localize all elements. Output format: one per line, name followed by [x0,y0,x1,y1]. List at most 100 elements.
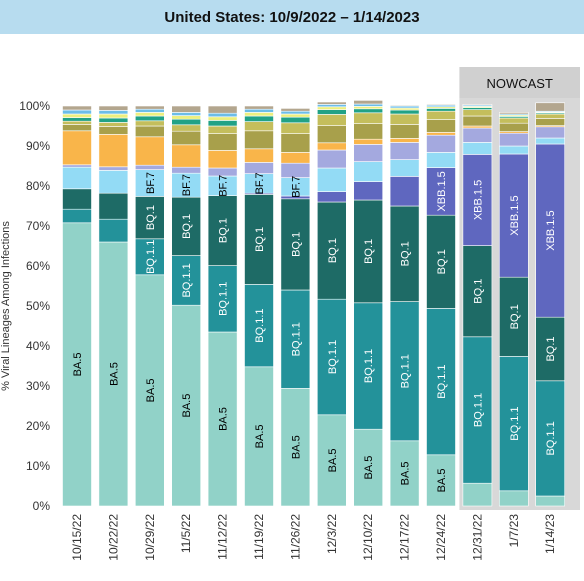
nowcast-label: NOWCAST [486,76,553,91]
bar-segment [316,125,347,144]
bar-segment [98,122,129,127]
bar-segment [171,172,201,198]
bar-segment [98,126,129,135]
bar-segment [244,105,274,110]
bar-segment [171,124,201,132]
bar-segment [498,490,529,507]
bar-segment [62,105,92,111]
bar-segment [135,108,165,113]
bar-segment [462,107,493,110]
bar-segment [389,142,420,160]
chart-title: United States: 10/9/2022 – 1/14/2023 [164,8,420,26]
bar-segment [207,133,238,151]
bar-segment [426,108,456,112]
bar-segment [389,124,420,139]
bar-segment [135,274,165,507]
bar-segment [535,316,566,382]
bar-segment [316,298,347,416]
bar-segment [171,255,201,306]
bar-label: BQ.1.1 [218,282,230,316]
bar-segment [316,114,347,126]
bar-segment [135,136,165,166]
bar-segment [389,104,420,107]
y-tick-label: 90% [26,139,50,153]
y-tick-label: 60% [26,259,50,273]
bar-label: BF.7 [145,172,157,194]
bar-segment [280,113,311,118]
bar-segment [462,115,493,127]
x-tick-label: 12/31/22 [470,514,484,561]
bar-label: BQ.1 [509,304,521,329]
bar-segment [353,108,384,114]
bar-label: BQ.1 [545,336,557,361]
bar-label: BF.7 [181,174,193,196]
bar-segment [207,120,238,127]
bar-segment [62,109,92,115]
bar-label: BF.7 [290,176,302,198]
bar-segment [535,118,566,126]
bar-segment [316,191,347,203]
bar-segment [389,440,420,507]
bar-segment [207,331,238,507]
y-tick-label: 50% [26,299,50,313]
bar-segment [389,301,420,442]
bar-segment [135,169,165,197]
bar-segment [426,132,456,136]
bar-segment [280,388,311,507]
bar-segment [316,104,347,108]
bar-label: BQ.1.1 [545,421,557,455]
bar-label: BA.5 [290,435,302,459]
bar-label: BQ.1.1 [290,322,302,356]
bar-segment [98,105,129,111]
bar-segment [462,482,493,507]
bar-label: BQ.1 [181,214,193,239]
bar-label: BQ.1.1 [145,240,157,274]
bar-segment [316,142,347,151]
y-tick-label: 70% [26,219,50,233]
bar-segment [462,127,493,143]
x-tick-label: 11/26/22 [288,514,302,560]
bar-segment [98,170,129,194]
x-tick-label: 11/12/22 [216,514,230,560]
bar-segment [389,109,420,115]
bar-label: BA.5 [327,448,339,472]
bar-segment [316,167,347,192]
bar-label: BQ.1.1 [181,263,193,297]
bar-segment [62,117,92,122]
y-tick-label: 40% [26,339,50,353]
y-tick-label: 30% [26,379,50,393]
bar-segment [62,166,92,190]
y-tick-label: 80% [26,179,50,193]
bar-segment [171,112,201,116]
bar-segment [171,196,201,256]
nowcast-label-box [459,67,580,98]
bar-segment [353,144,384,162]
bar-segment [207,195,238,266]
x-tick-label: 11/5/22 [179,514,193,553]
x-tick-label: 1/14/23 [543,514,557,554]
bar-segment [535,102,566,112]
bar-segment [462,245,493,338]
bar-segment [353,112,384,124]
bar-segment [353,123,384,140]
bar-label: BQ.1.1 [509,406,521,440]
y-tick-label: 10% [26,459,50,473]
bar-label: BQ.1 [327,238,339,263]
bar-label: BQ.1.1 [254,308,266,342]
bar-label: BA.5 [436,468,448,492]
bar-segment [280,133,311,153]
bar-segment [135,115,165,122]
bar-label: BA.5 [145,378,157,402]
bar-segment [498,122,529,132]
bar-label: BA.5 [181,394,193,418]
bar-segment [244,115,274,122]
bar-segment [498,117,529,124]
bar-segment [353,100,384,105]
bar-segment [135,196,165,240]
bar-segment [426,104,456,106]
bar-segment [62,188,92,210]
bar-segment [535,143,566,318]
bar-segment [389,138,420,143]
x-tick-label: 10/22/22 [106,514,120,561]
bar-segment [316,201,347,300]
